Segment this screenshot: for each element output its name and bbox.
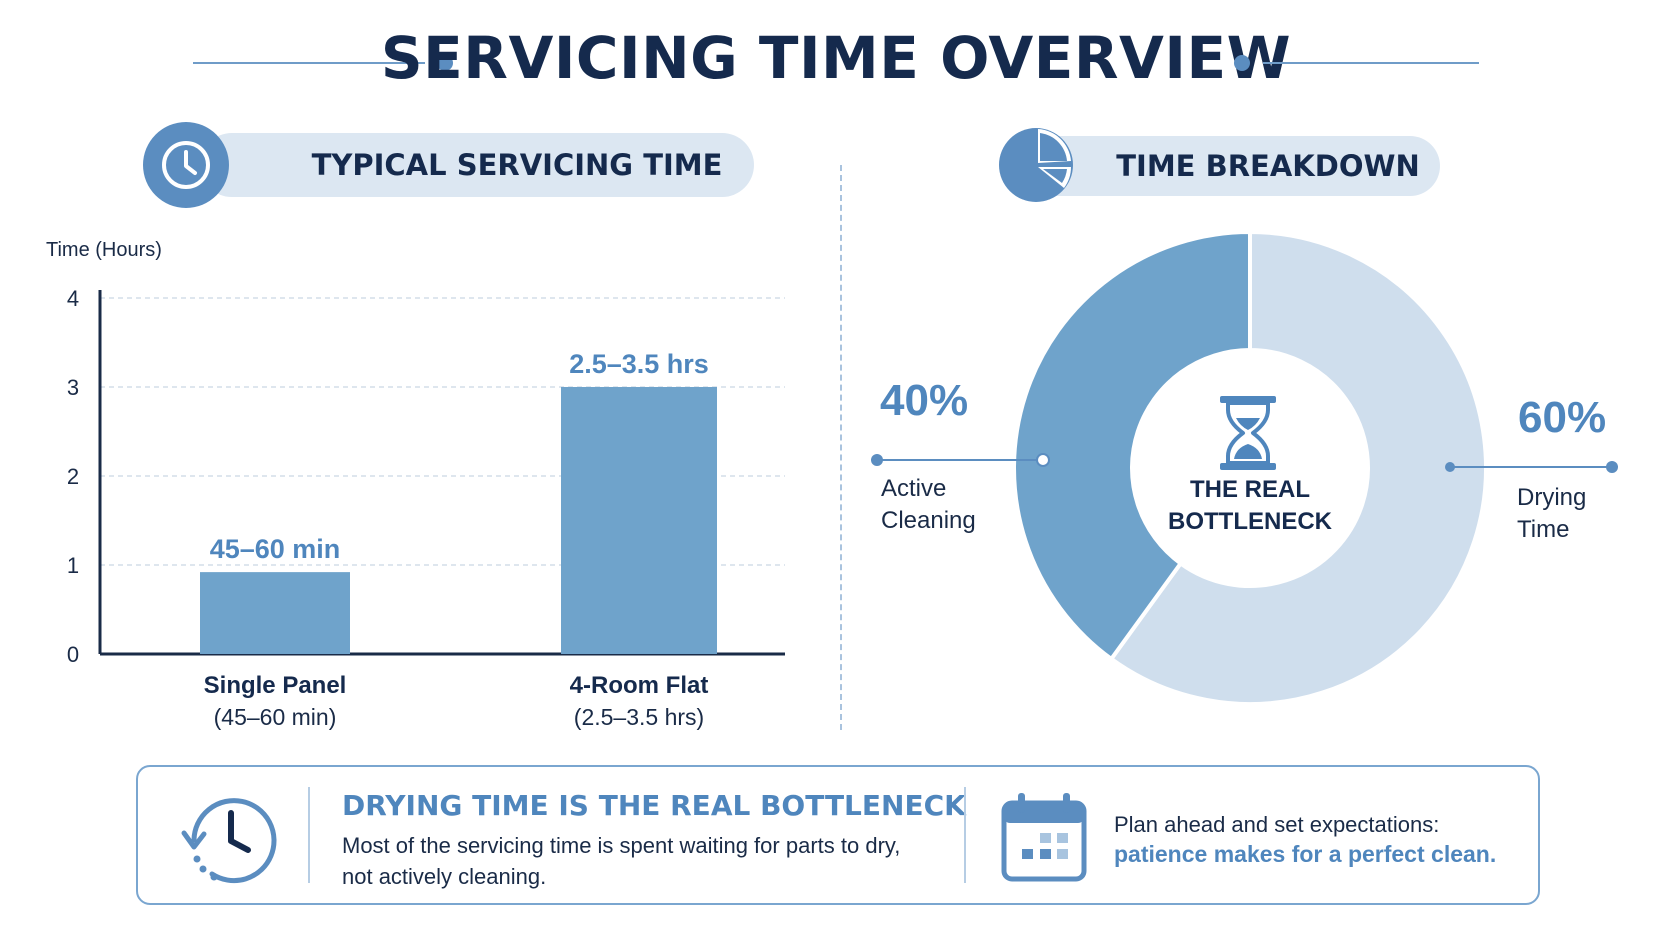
bar-data-label: 2.5–3.5 hrs [569,349,709,379]
time-breakdown-donut-chart: 40% Active Cleaning 60% Drying Time THE REAL BO… [871,229,1618,706]
active-label-line-2: Cleaning [881,507,976,534]
x-category-label: 4-Room Flat [570,672,709,699]
drying-label-line-2: Time [1517,516,1569,543]
center-label-line-2: BOTTLENECK [1168,508,1333,535]
typical-time-heading: TYPICAL SERVICING TIME [311,148,723,182]
bar [561,387,717,654]
active-label-line-1: Active [881,475,946,502]
panel-divider [840,165,842,730]
y-tick-label: 4 [67,286,79,311]
callout-heading: DRYING TIME IS THE REAL BOTTLENECK [342,789,966,822]
title-dot-right [1234,55,1250,71]
y-tick-label: 0 [67,642,79,667]
active-percent: 40% [880,376,968,425]
active-leader-end [1036,453,1050,467]
y-tick-label: 1 [67,553,79,578]
title-rule-left [193,62,425,64]
y-tick-label: 3 [67,375,79,400]
callout-body-line-1: Most of the servicing time is spent wait… [342,833,901,858]
drying-leader-dot [1445,462,1455,472]
donut-slice [1108,229,1488,706]
x-category-sublabel: (45–60 min) [214,704,337,730]
bar [200,572,350,654]
page-title: SERVICING TIME OVERVIEW [380,24,1292,92]
callout-separator-left [308,787,310,883]
y-axis-label: Time (Hours) [46,239,162,261]
bar-data-label: 45–60 min [210,534,341,564]
drying-percent: 60% [1518,393,1606,442]
tip-line-2: patience makes for a perfect clean. [1114,841,1497,867]
time-breakdown-heading: TIME BREAKDOWN [1116,149,1420,183]
drying-label-line-1: Drying [1517,484,1586,511]
y-tick-label: 2 [67,464,79,489]
title-rule-right [1263,62,1479,64]
center-label-line-1: THE REAL [1190,476,1310,503]
hourglass-icon [1220,396,1276,470]
typical-time-header: TYPICAL SERVICING TIME [200,133,754,197]
tip-line-1: Plan ahead and set expectations: [1114,812,1440,837]
servicing-time-bar-chart: Time (Hours) 0 1 2 3 4 45–60 min Single Panel (4… [46,239,785,730]
bottleneck-callout: DRYING TIME IS THE REAL BOTTLENECK Most … [136,765,1540,905]
time-breakdown-header: TIME BREAKDOWN [1030,136,1440,196]
pie-chart-icon [998,126,1074,204]
calendar-icon [1000,791,1088,883]
callout-separator-right [964,787,966,883]
drying-leader-end [1606,461,1618,473]
active-leader-dot [871,454,883,466]
callout-body-line-2: not actively cleaning. [342,864,547,889]
donut-slice [1012,229,1252,662]
x-category-sublabel: (2.5–3.5 hrs) [574,704,704,730]
history-clock-icon [170,787,280,893]
x-category-label: Single Panel [204,672,347,699]
clock-icon [143,122,229,208]
title-dot-left [437,55,453,71]
